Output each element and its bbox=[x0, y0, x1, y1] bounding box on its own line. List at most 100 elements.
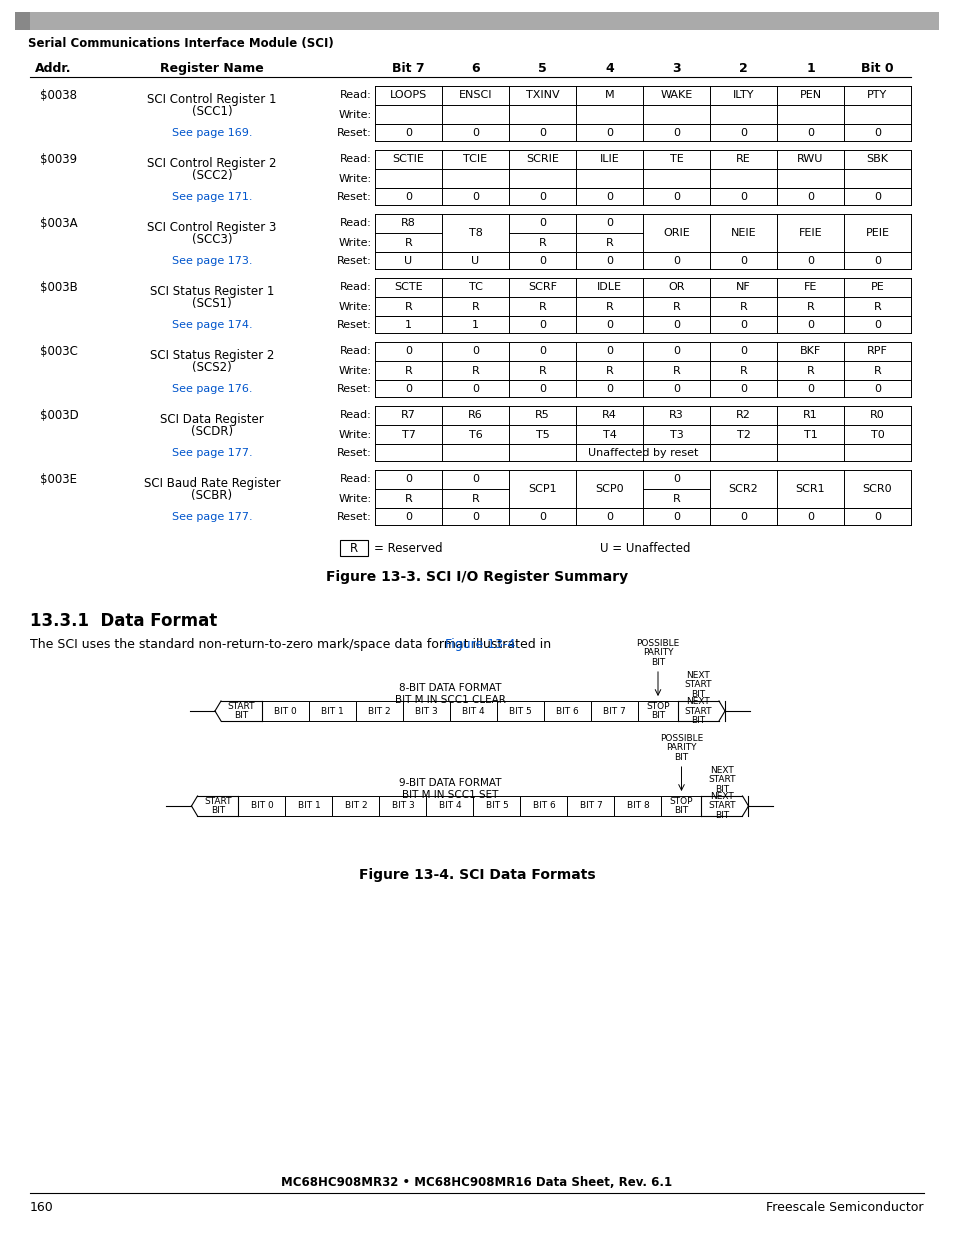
Text: SCI Data Register: SCI Data Register bbox=[160, 414, 264, 426]
Text: R: R bbox=[672, 494, 679, 504]
Text: Figure 13-4. SCI Data Formats: Figure 13-4. SCI Data Formats bbox=[358, 868, 595, 882]
Text: SCI Control Register 3: SCI Control Register 3 bbox=[147, 221, 276, 235]
Text: 0: 0 bbox=[538, 511, 545, 521]
Text: R: R bbox=[471, 494, 478, 504]
Text: Read:: Read: bbox=[340, 347, 372, 357]
Text: 0: 0 bbox=[672, 256, 679, 266]
Text: 0: 0 bbox=[538, 347, 545, 357]
Bar bbox=[450, 701, 497, 721]
Text: Reset:: Reset: bbox=[337, 256, 372, 266]
Text: BIT 5: BIT 5 bbox=[485, 802, 508, 810]
Text: R: R bbox=[873, 301, 881, 311]
Bar bbox=[543, 701, 590, 721]
Text: SBK: SBK bbox=[865, 154, 887, 164]
Text: FE: FE bbox=[803, 283, 817, 293]
Polygon shape bbox=[15, 12, 30, 30]
Bar bbox=[333, 797, 379, 816]
Text: ILTY: ILTY bbox=[732, 90, 754, 100]
Text: 0: 0 bbox=[472, 347, 478, 357]
Text: 0: 0 bbox=[538, 191, 545, 201]
Text: 0: 0 bbox=[405, 511, 412, 521]
Text: SCP1: SCP1 bbox=[528, 484, 557, 494]
Bar bbox=[309, 701, 355, 721]
Text: SCRIE: SCRIE bbox=[525, 154, 558, 164]
Text: R: R bbox=[404, 237, 412, 247]
Text: BIT 3: BIT 3 bbox=[392, 802, 414, 810]
Text: PTY: PTY bbox=[866, 90, 886, 100]
Text: R: R bbox=[806, 366, 814, 375]
Text: R: R bbox=[739, 301, 746, 311]
Text: R: R bbox=[605, 237, 613, 247]
Text: Write:: Write: bbox=[338, 110, 372, 120]
Text: 0: 0 bbox=[605, 127, 613, 137]
Text: STOP
BIT: STOP BIT bbox=[645, 701, 669, 720]
Text: 0: 0 bbox=[538, 256, 545, 266]
Text: 0: 0 bbox=[873, 320, 880, 330]
Text: START
BIT: START BIT bbox=[204, 797, 232, 815]
Text: R: R bbox=[538, 301, 546, 311]
Text: (SCBR): (SCBR) bbox=[192, 489, 233, 501]
Text: 0: 0 bbox=[605, 384, 613, 394]
Text: 0: 0 bbox=[472, 384, 478, 394]
Text: Write:: Write: bbox=[338, 366, 372, 375]
Text: NEXT
START
BIT: NEXT START BIT bbox=[684, 671, 712, 699]
Text: T7: T7 bbox=[401, 430, 415, 440]
Text: T8: T8 bbox=[468, 228, 482, 238]
Bar bbox=[660, 797, 700, 816]
Text: The SCI uses the standard non-return-to-zero mark/space data format illustrated : The SCI uses the standard non-return-to-… bbox=[30, 638, 555, 651]
Text: R: R bbox=[538, 237, 546, 247]
Text: TC: TC bbox=[468, 283, 482, 293]
Text: R: R bbox=[806, 301, 814, 311]
Text: U: U bbox=[404, 256, 412, 266]
Text: T2: T2 bbox=[736, 430, 750, 440]
Text: = Reserved: = Reserved bbox=[374, 541, 442, 555]
Text: $003A: $003A bbox=[40, 217, 77, 230]
Text: POSSIBLE
PARITY
BIT: POSSIBLE PARITY BIT bbox=[636, 638, 679, 667]
Text: 0: 0 bbox=[605, 511, 613, 521]
Text: Read:: Read: bbox=[340, 219, 372, 228]
Text: (SCDR): (SCDR) bbox=[191, 425, 233, 437]
Text: $0039: $0039 bbox=[40, 153, 77, 165]
Text: T3: T3 bbox=[669, 430, 682, 440]
Text: Read:: Read: bbox=[340, 474, 372, 484]
Text: SCI Status Register 1: SCI Status Register 1 bbox=[150, 285, 274, 299]
Text: Reset:: Reset: bbox=[337, 320, 372, 330]
Text: See page 173.: See page 173. bbox=[172, 256, 252, 266]
Text: 0: 0 bbox=[740, 191, 746, 201]
Text: 0: 0 bbox=[806, 191, 813, 201]
Text: T0: T0 bbox=[870, 430, 883, 440]
Text: See page 171.: See page 171. bbox=[172, 191, 252, 201]
Text: R0: R0 bbox=[869, 410, 884, 420]
Text: T1: T1 bbox=[802, 430, 817, 440]
Text: 0: 0 bbox=[405, 347, 412, 357]
Text: BIT 2: BIT 2 bbox=[368, 706, 391, 715]
Text: (SCC1): (SCC1) bbox=[192, 105, 233, 117]
Text: FEIE: FEIE bbox=[798, 228, 821, 238]
Text: SCI Status Register 2: SCI Status Register 2 bbox=[150, 350, 274, 363]
Text: RE: RE bbox=[736, 154, 750, 164]
Text: NF: NF bbox=[736, 283, 750, 293]
Text: 0: 0 bbox=[605, 191, 613, 201]
Text: 0: 0 bbox=[672, 511, 679, 521]
Text: Reset:: Reset: bbox=[337, 191, 372, 201]
Bar bbox=[497, 701, 543, 721]
Text: (SCS2): (SCS2) bbox=[192, 361, 232, 373]
Text: 8-BIT DATA FORMAT
BIT M IN SCC1 CLEAR: 8-BIT DATA FORMAT BIT M IN SCC1 CLEAR bbox=[395, 683, 505, 705]
Text: SCTE: SCTE bbox=[394, 283, 422, 293]
Text: 0: 0 bbox=[605, 320, 613, 330]
Text: BIT 7: BIT 7 bbox=[602, 706, 625, 715]
Text: R: R bbox=[672, 366, 679, 375]
Text: BIT 0: BIT 0 bbox=[274, 706, 296, 715]
Text: 0: 0 bbox=[472, 127, 478, 137]
Text: R: R bbox=[605, 366, 613, 375]
Text: Write:: Write: bbox=[338, 173, 372, 184]
Text: Reset:: Reset: bbox=[337, 447, 372, 457]
Text: NEIE: NEIE bbox=[730, 228, 756, 238]
Text: 6: 6 bbox=[471, 62, 479, 75]
Text: See page 177.: See page 177. bbox=[172, 511, 252, 521]
Text: $0038: $0038 bbox=[40, 89, 77, 103]
Text: $003D: $003D bbox=[40, 409, 79, 422]
Text: 0: 0 bbox=[740, 511, 746, 521]
Text: SCR1: SCR1 bbox=[795, 484, 824, 494]
Text: 0: 0 bbox=[873, 191, 880, 201]
